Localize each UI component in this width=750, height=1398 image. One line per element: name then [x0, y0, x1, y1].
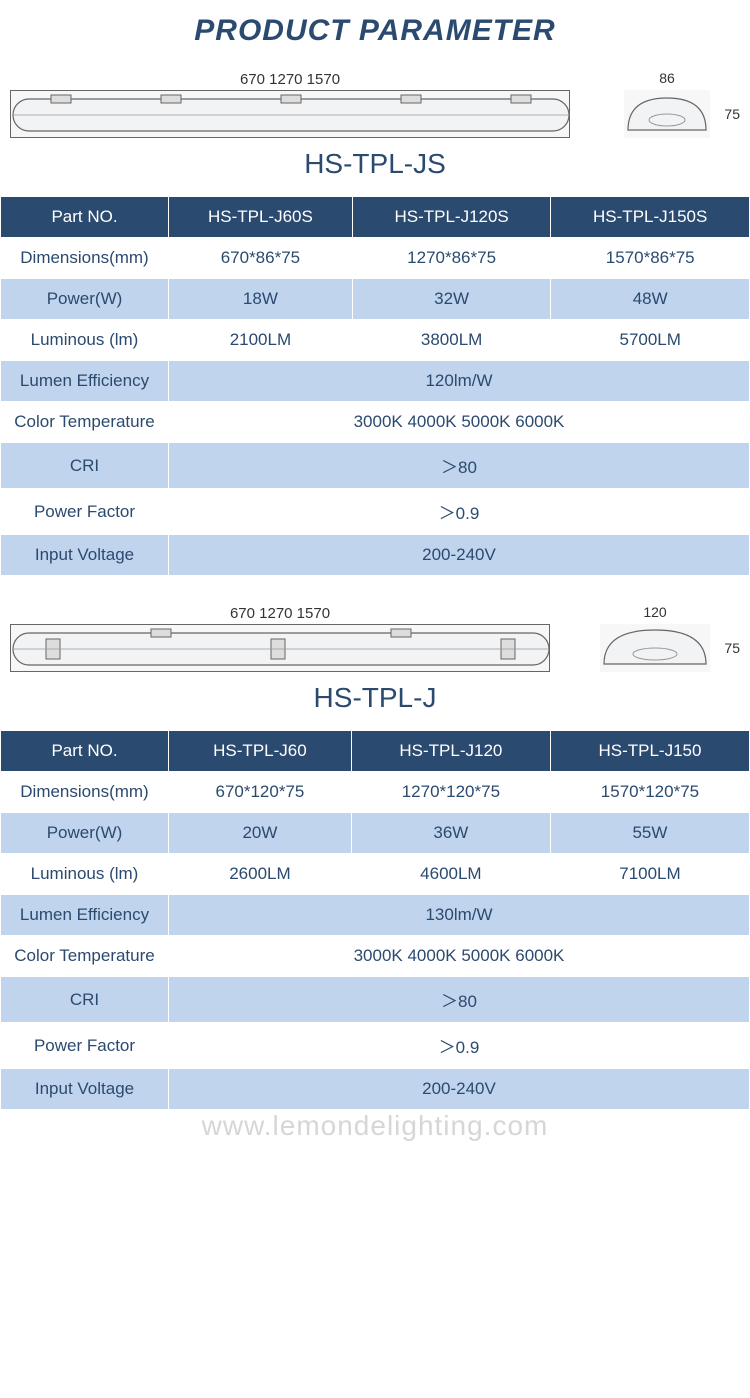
- row-value: 36W: [351, 813, 550, 854]
- col-header-part: HS-TPL-J120S: [352, 197, 551, 238]
- table-row: Power Factor＞0.9: [1, 489, 750, 535]
- row-value: 670*86*75: [169, 238, 353, 279]
- row-label: Power Factor: [1, 1023, 169, 1069]
- row-label: Dimensions(mm): [1, 238, 169, 279]
- dimension-height: 75: [724, 90, 740, 138]
- row-value: 1570*86*75: [551, 238, 750, 279]
- diagram-row: 670 1270 1570 86 75: [0, 70, 750, 138]
- row-value: 18W: [169, 279, 353, 320]
- model-label: HS-TPL-JS: [0, 148, 750, 180]
- model-label: HS-TPL-J: [0, 682, 750, 714]
- row-label: Color Temperature: [1, 402, 169, 443]
- row-label: Color Temperature: [1, 936, 169, 977]
- table-row: Input Voltage200-240V: [1, 535, 750, 576]
- spec-table-j: Part NO.HS-TPL-J60HS-TPL-J120HS-TPL-J150…: [0, 730, 750, 1110]
- col-header-part: HS-TPL-J150: [550, 731, 749, 772]
- table-row: Dimensions(mm)670*120*751270*120*751570*…: [1, 772, 750, 813]
- dimension-height: 75: [724, 624, 740, 672]
- watermark: www.lemondelighting.com: [0, 1110, 750, 1142]
- row-value: 4600LM: [351, 854, 550, 895]
- row-label: CRI: [1, 443, 169, 489]
- table-row: Power(W)20W36W55W: [1, 813, 750, 854]
- table-row: Input Voltage200-240V: [1, 1069, 750, 1110]
- row-value: 1270*120*75: [351, 772, 550, 813]
- row-value: 20W: [169, 813, 352, 854]
- row-value: 7100LM: [550, 854, 749, 895]
- row-value-span: 130lm/W: [169, 895, 750, 936]
- table-row: Power Factor＞0.9: [1, 1023, 750, 1069]
- spec-table-js: Part NO.HS-TPL-J60SHS-TPL-J120SHS-TPL-J1…: [0, 196, 750, 576]
- row-label: CRI: [1, 977, 169, 1023]
- row-label: Lumen Efficiency: [1, 895, 169, 936]
- row-value: 1570*120*75: [550, 772, 749, 813]
- dimension-width: 86: [624, 70, 710, 86]
- table-row: Power(W)18W32W48W: [1, 279, 750, 320]
- dimension-length: 670 1270 1570: [11, 605, 549, 622]
- row-label: Input Voltage: [1, 535, 169, 576]
- row-label: Power(W): [1, 813, 169, 854]
- row-value-span: ＞0.9: [169, 1023, 750, 1069]
- row-label: Lumen Efficiency: [1, 361, 169, 402]
- row-value: 2100LM: [169, 320, 353, 361]
- row-value: 32W: [352, 279, 551, 320]
- col-header-part: HS-TPL-J60: [169, 731, 352, 772]
- diagram-side-view: 670 1270 1570: [10, 624, 550, 672]
- table-row: Lumen Efficiency130lm/W: [1, 895, 750, 936]
- diagram-end-view: 120 75: [600, 624, 710, 672]
- row-value: 2600LM: [169, 854, 352, 895]
- col-header-label: Part NO.: [1, 197, 169, 238]
- diagram-row: 670 1270 1570 120 75: [0, 604, 750, 672]
- table-row: Luminous (lm)2100LM3800LM5700LM: [1, 320, 750, 361]
- col-header-part: HS-TPL-J150S: [551, 197, 750, 238]
- row-value-span: ＞80: [169, 443, 750, 489]
- row-label: Luminous (lm): [1, 320, 169, 361]
- row-value-span: ＞80: [169, 977, 750, 1023]
- diagram-side-view: 670 1270 1570: [10, 90, 570, 138]
- row-value-span: 3000K 4000K 5000K 6000K: [169, 936, 750, 977]
- table-row: Color Temperature3000K 4000K 5000K 6000K: [1, 402, 750, 443]
- row-label: Luminous (lm): [1, 854, 169, 895]
- table-row: Dimensions(mm)670*86*751270*86*751570*86…: [1, 238, 750, 279]
- row-value-span: 200-240V: [169, 1069, 750, 1110]
- col-header-part: HS-TPL-J60S: [169, 197, 353, 238]
- row-value-span: ＞0.9: [169, 489, 750, 535]
- row-label: Input Voltage: [1, 1069, 169, 1110]
- diagram-end-view: 86 75: [624, 90, 710, 138]
- row-value-span: 200-240V: [169, 535, 750, 576]
- table-row: CRI＞80: [1, 977, 750, 1023]
- dimension-width: 120: [600, 604, 710, 620]
- row-value: 48W: [551, 279, 750, 320]
- col-header-part: HS-TPL-J120: [351, 731, 550, 772]
- section-hs-tpl-j: 670 1270 1570 120 75 HS-TPL-J Part NO.HS…: [0, 604, 750, 1110]
- row-label: Power(W): [1, 279, 169, 320]
- table-row: Lumen Efficiency120lm/W: [1, 361, 750, 402]
- row-value: 670*120*75: [169, 772, 352, 813]
- dimension-length: 670 1270 1570: [11, 71, 569, 88]
- row-label: Dimensions(mm): [1, 772, 169, 813]
- row-value-span: 3000K 4000K 5000K 6000K: [169, 402, 750, 443]
- section-hs-tpl-js: 670 1270 1570 86 75 HS-TPL-JS Part NO.HS…: [0, 70, 750, 576]
- row-label: Power Factor: [1, 489, 169, 535]
- row-value-span: 120lm/W: [169, 361, 750, 402]
- table-row: Color Temperature3000K 4000K 5000K 6000K: [1, 936, 750, 977]
- row-value: 3800LM: [352, 320, 551, 361]
- col-header-label: Part NO.: [1, 731, 169, 772]
- row-value: 55W: [550, 813, 749, 854]
- page-title: PRODUCT PARAMETER: [0, 14, 750, 48]
- table-row: Luminous (lm)2600LM4600LM7100LM: [1, 854, 750, 895]
- row-value: 5700LM: [551, 320, 750, 361]
- row-value: 1270*86*75: [352, 238, 551, 279]
- table-row: CRI＞80: [1, 443, 750, 489]
